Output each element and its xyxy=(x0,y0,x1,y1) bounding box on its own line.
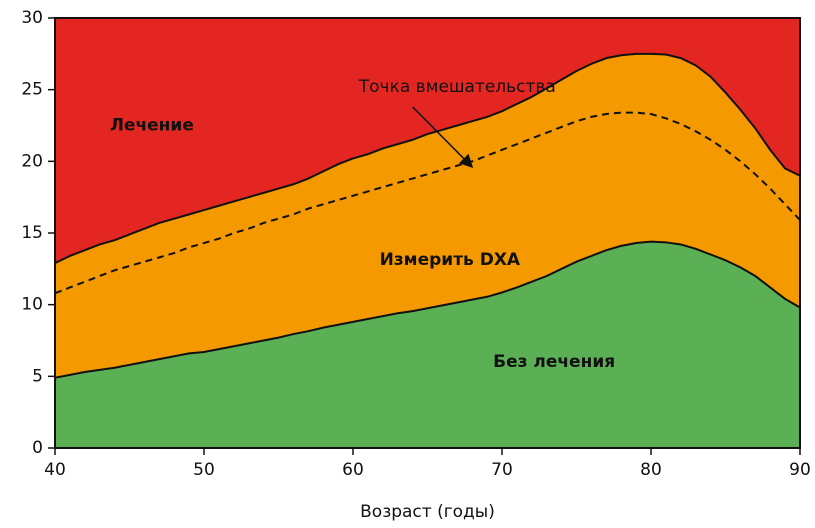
y-tick-label: 15 xyxy=(21,223,43,243)
y-tick-label: 30 xyxy=(21,8,43,28)
dashed-line-точка-вмешательства xyxy=(54,111,801,295)
annotation-label: Точка вмешательства xyxy=(358,77,556,97)
region-label-без-лечения: Без лечения xyxy=(493,352,615,372)
region-label-измерить-dxa: Измерить DXA xyxy=(380,250,521,270)
y-tick-label: 10 xyxy=(21,295,43,315)
y-tick-label: 0 xyxy=(32,438,43,458)
y-tick-label: 25 xyxy=(21,80,43,100)
x-tick-label: 80 xyxy=(640,460,662,480)
lines-layer xyxy=(54,52,801,379)
axes-layer: 40 50 60 70 80 90 0 5 10 15 20 25 30 Возраст (годы) xyxy=(21,8,810,522)
x-tick-label: 90 xyxy=(789,460,811,480)
x-tick-label: 70 xyxy=(491,460,513,480)
x-tick-label: 60 xyxy=(342,460,364,480)
x-axis-title: Возраст (годы) xyxy=(360,502,495,522)
areas-layer xyxy=(55,18,800,448)
labels-layer: Лечение Измерить DXA Без лечения Точка вмеш… xyxy=(110,77,615,372)
annotation-arrow xyxy=(412,106,474,169)
area-без-лечения xyxy=(55,241,800,448)
boundary-измерить-dxa xyxy=(54,52,801,265)
y-tick-label: 5 xyxy=(32,366,43,386)
y-tick-label: 20 xyxy=(21,151,43,171)
region-label-лечение: Лечение xyxy=(110,116,194,136)
boundary-без-лечения xyxy=(54,240,801,379)
x-tick-label: 40 xyxy=(44,460,66,480)
x-tick-label: 50 xyxy=(193,460,215,480)
